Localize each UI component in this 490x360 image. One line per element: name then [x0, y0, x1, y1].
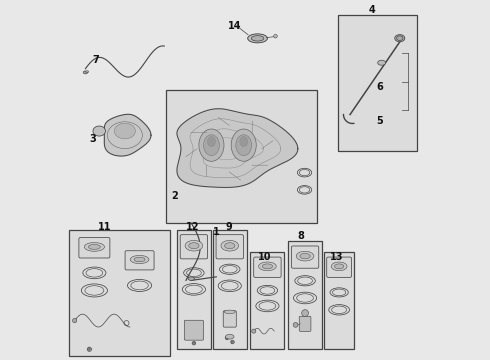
- Text: 14: 14: [227, 21, 241, 31]
- Ellipse shape: [199, 129, 224, 161]
- Text: 8: 8: [297, 231, 304, 240]
- FancyBboxPatch shape: [125, 251, 154, 270]
- FancyBboxPatch shape: [327, 257, 351, 277]
- Ellipse shape: [203, 135, 220, 156]
- Circle shape: [302, 310, 309, 316]
- Text: 5: 5: [376, 116, 383, 126]
- Bar: [338, 15, 417, 151]
- Ellipse shape: [86, 71, 89, 73]
- Text: 12: 12: [186, 222, 200, 231]
- Ellipse shape: [134, 257, 145, 262]
- Circle shape: [274, 35, 277, 38]
- Ellipse shape: [296, 251, 314, 261]
- Ellipse shape: [225, 334, 234, 339]
- Circle shape: [87, 347, 92, 351]
- Circle shape: [252, 329, 256, 333]
- Ellipse shape: [262, 264, 272, 269]
- Text: 3: 3: [89, 134, 96, 144]
- Text: 11: 11: [98, 222, 112, 231]
- FancyBboxPatch shape: [184, 320, 203, 340]
- Bar: [166, 90, 317, 223]
- Ellipse shape: [231, 129, 256, 161]
- Circle shape: [225, 336, 229, 340]
- Circle shape: [73, 319, 77, 323]
- Ellipse shape: [114, 123, 135, 139]
- FancyBboxPatch shape: [223, 311, 236, 327]
- Ellipse shape: [89, 244, 100, 249]
- Bar: [250, 252, 285, 348]
- Bar: [213, 230, 247, 348]
- Bar: [288, 241, 322, 348]
- Text: 13: 13: [330, 252, 343, 262]
- Ellipse shape: [395, 35, 405, 42]
- Ellipse shape: [83, 71, 88, 74]
- Text: 6: 6: [376, 82, 383, 92]
- Ellipse shape: [251, 36, 264, 41]
- Ellipse shape: [259, 262, 276, 271]
- Circle shape: [293, 323, 298, 327]
- FancyBboxPatch shape: [254, 257, 281, 277]
- Ellipse shape: [130, 256, 149, 264]
- Circle shape: [192, 341, 196, 345]
- Ellipse shape: [378, 60, 386, 65]
- Ellipse shape: [247, 34, 268, 43]
- Text: 4: 4: [369, 5, 376, 15]
- FancyBboxPatch shape: [216, 235, 244, 259]
- Bar: [324, 252, 354, 348]
- Polygon shape: [177, 109, 298, 188]
- Ellipse shape: [93, 126, 105, 136]
- Ellipse shape: [240, 136, 247, 147]
- Polygon shape: [104, 114, 151, 156]
- Bar: [177, 230, 211, 348]
- Ellipse shape: [396, 36, 403, 41]
- Bar: [69, 230, 170, 356]
- Text: 7: 7: [93, 55, 99, 65]
- FancyBboxPatch shape: [299, 316, 311, 331]
- Ellipse shape: [221, 240, 239, 251]
- Ellipse shape: [224, 310, 235, 314]
- FancyBboxPatch shape: [180, 235, 208, 259]
- FancyBboxPatch shape: [292, 246, 319, 268]
- Text: 2: 2: [172, 191, 178, 201]
- Ellipse shape: [188, 277, 195, 280]
- Ellipse shape: [207, 136, 216, 147]
- Text: 9: 9: [225, 222, 232, 231]
- Ellipse shape: [224, 243, 235, 249]
- FancyBboxPatch shape: [79, 238, 110, 258]
- Ellipse shape: [331, 262, 347, 271]
- Text: 1: 1: [213, 227, 220, 237]
- Ellipse shape: [84, 243, 104, 251]
- Text: 10: 10: [258, 252, 271, 262]
- Ellipse shape: [300, 253, 310, 259]
- Ellipse shape: [335, 264, 344, 269]
- Ellipse shape: [236, 135, 251, 156]
- Ellipse shape: [189, 243, 199, 249]
- Ellipse shape: [185, 240, 203, 251]
- Circle shape: [231, 340, 234, 344]
